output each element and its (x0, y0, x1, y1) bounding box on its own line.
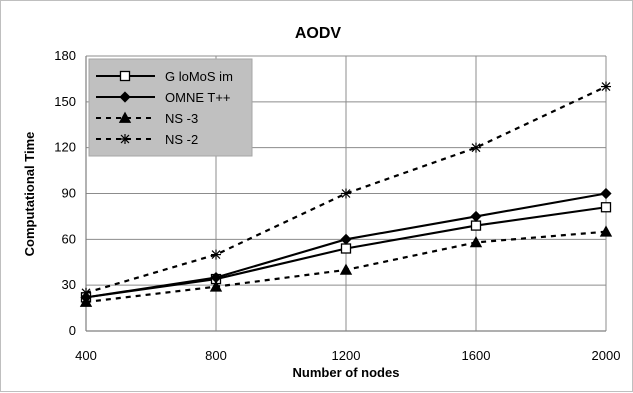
y-tick-label-3: 90 (62, 186, 76, 201)
legend-marker-3-stroke-3 (120, 134, 130, 144)
legend-label-2: NS -3 (165, 111, 198, 126)
y-tick-label-2: 60 (62, 231, 76, 246)
legend: G loMoS im OMNE T++ NS -3 NS -2 (88, 58, 253, 157)
series-3-point-0 (81, 287, 91, 298)
axes-layer (85, 56, 606, 332)
series-3-point-2 (341, 188, 351, 199)
series-1-point-4 (600, 187, 612, 200)
series-3-point-4 (601, 81, 611, 92)
series-layer (79, 81, 613, 307)
series-0-point-2 (340, 243, 352, 254)
tick-layer: 0 30 60 90 120 150 180 400 800 1200 1600 2000 (54, 48, 620, 363)
series-3 (81, 81, 611, 298)
legend-label-1: OMNE T++ (165, 90, 231, 105)
y-tick-label-0: 0 (69, 323, 76, 338)
y-tick-label-5: 150 (54, 94, 76, 109)
series-2-point-2 (339, 263, 353, 275)
series-1-point-3 (470, 210, 482, 222)
y-tick-label-4: 120 (54, 140, 76, 155)
legend-marker-1 (119, 91, 131, 103)
y-tick-label-1: 30 (62, 277, 76, 292)
series-2-point-0 (79, 295, 93, 307)
legend-label-3: NS -2 (165, 132, 198, 147)
legend-item-2: NS -3 (96, 111, 198, 126)
x-tick-label-0: 400 (75, 348, 97, 363)
legend-marker-3 (120, 134, 130, 144)
legend-label-0: G loMoS im (165, 69, 233, 84)
series-0-point-3 (470, 220, 482, 231)
x-axis-label: Number of nodes (293, 365, 400, 380)
series-3-point-3-stroke-3 (471, 143, 481, 153)
series-3-point-1-stroke-3 (211, 250, 221, 260)
y-axis-label: Computational Time (22, 132, 37, 257)
x-tick-label-4: 2000 (592, 348, 621, 363)
x-tick-label-3: 1600 (462, 348, 491, 363)
x-tick-label-1: 800 (205, 348, 227, 363)
series-3-point-2-stroke-3 (341, 189, 351, 198)
series-2 (79, 225, 613, 307)
series-3-point-0-stroke-3 (81, 288, 91, 298)
series-2-point-4 (599, 225, 613, 237)
series-3-point-3 (471, 142, 481, 153)
legend-item-1: OMNE T++ (96, 90, 231, 105)
series-line-3 (85, 85, 607, 294)
legend-marker-0 (119, 70, 131, 82)
series-0-point-4 (600, 202, 612, 213)
series-3-point-1 (211, 249, 221, 260)
series-3-point-4-stroke-3 (601, 82, 611, 91)
legend-item-0: G loMoS im (96, 69, 233, 84)
legend-marker-2 (118, 111, 132, 123)
chart-title: AODV (295, 25, 342, 42)
x-tick-label-2: 1200 (332, 348, 361, 363)
y-tick-label-6: 180 (54, 48, 76, 63)
series-2-point-1 (209, 280, 223, 292)
legend-item-3: NS -2 (96, 132, 198, 147)
series-1-point-2 (340, 233, 352, 245)
series-2-point-3 (469, 236, 483, 248)
